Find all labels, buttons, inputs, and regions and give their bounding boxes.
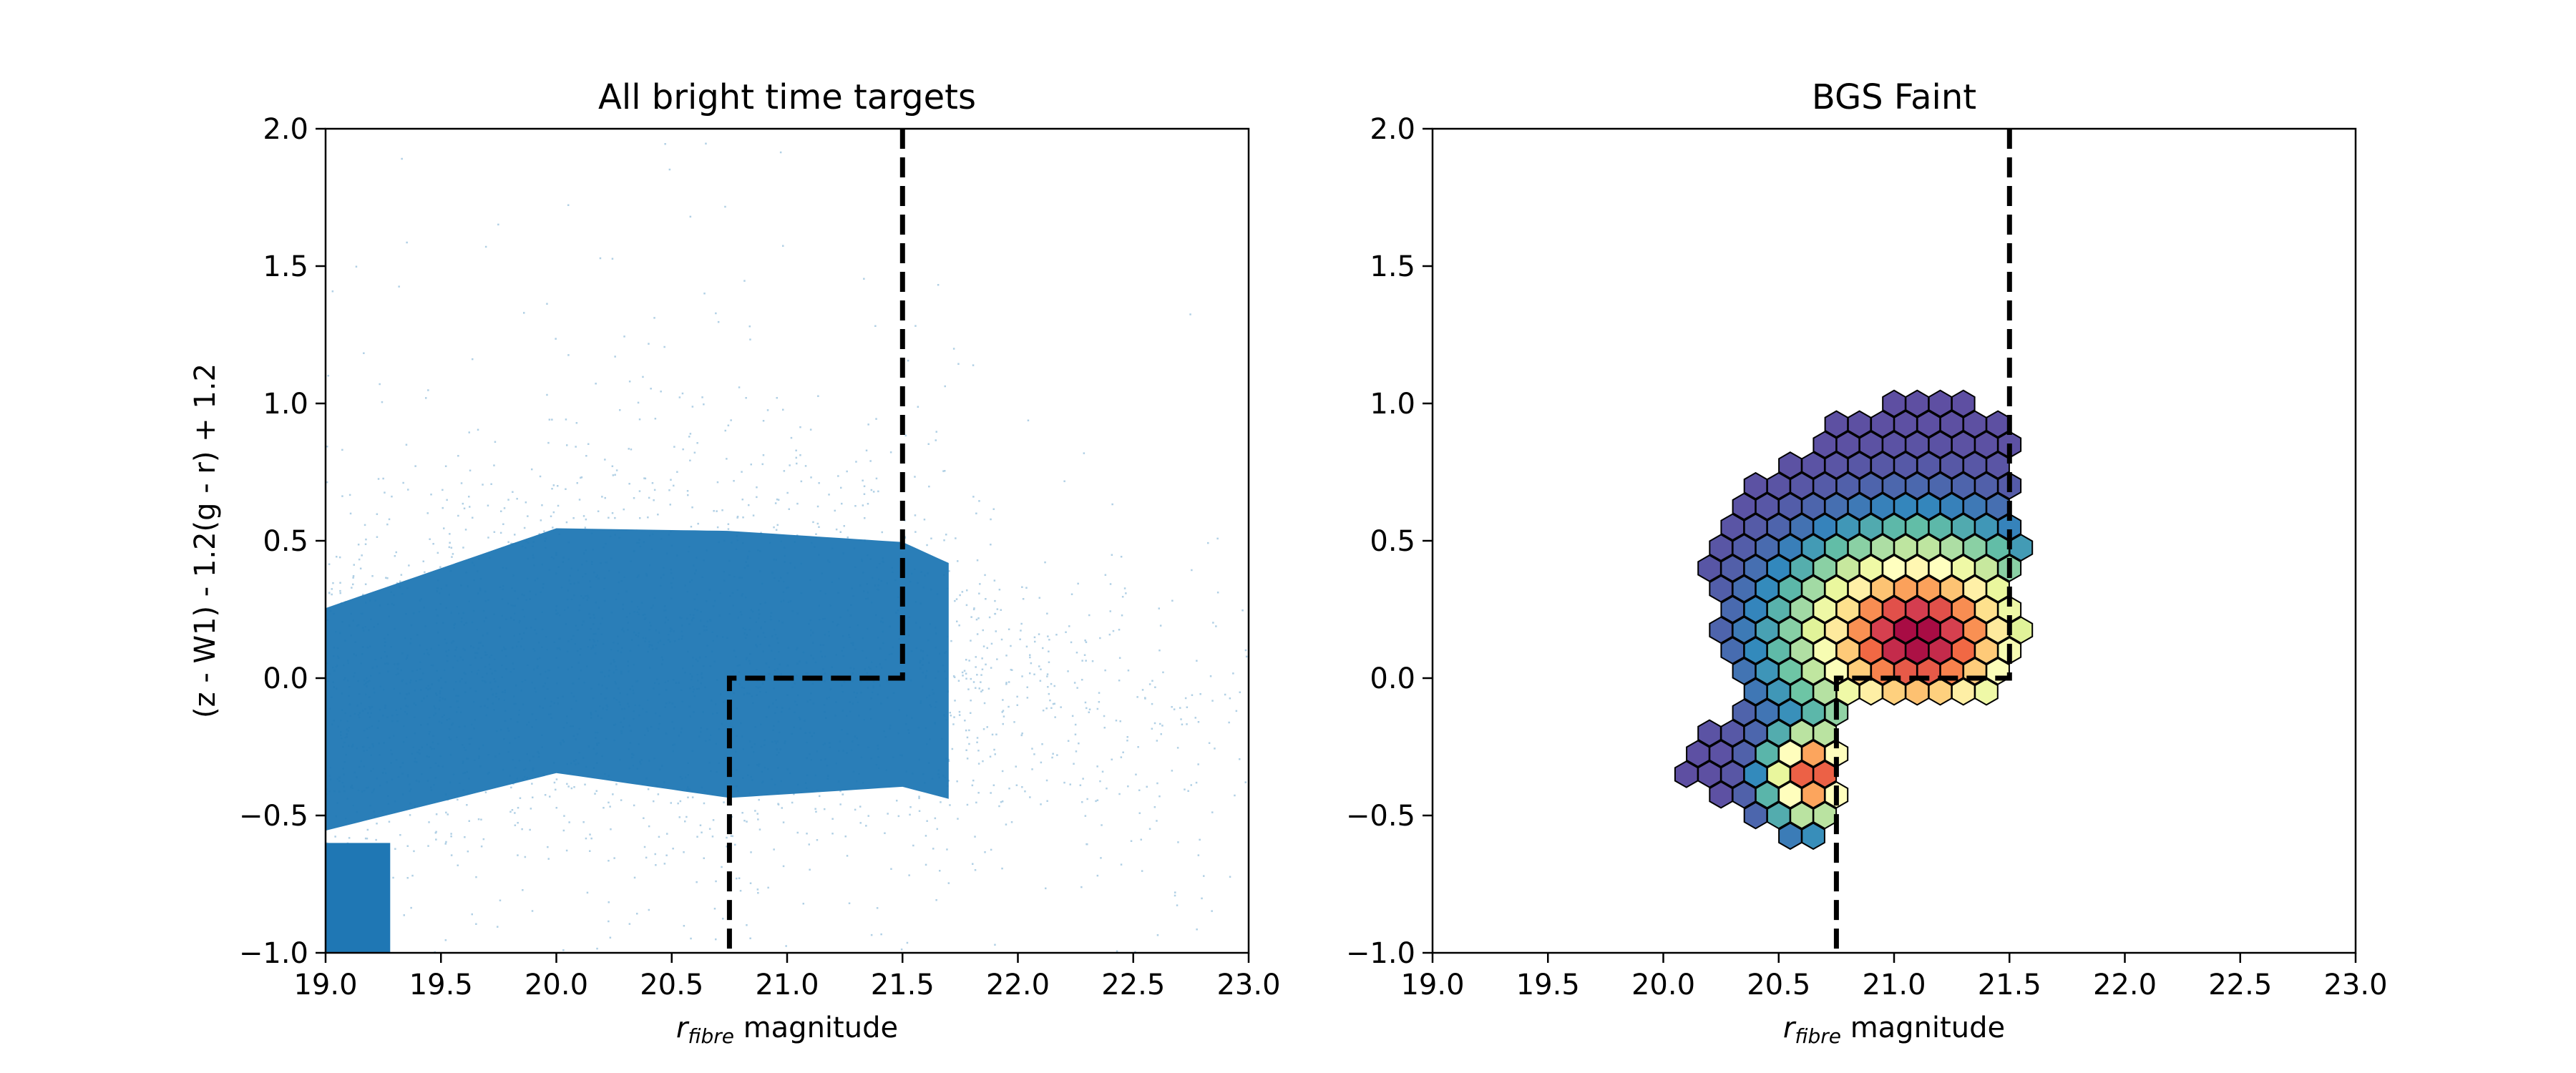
hexbin-cell (1813, 801, 1838, 830)
x-tick-label: 20.0 (1631, 969, 1695, 1001)
y-tick-label: 0.5 (263, 525, 308, 558)
x-tick-label: 19.5 (409, 969, 473, 1001)
hexbin-cell (1905, 677, 1930, 706)
y-axis: −1.0 −0.5 0.0 0.5 1.0 1.5 2.0 (239, 113, 326, 970)
y-tick-label: −1.0 (239, 937, 308, 970)
panel-title: BGS Faint (1812, 77, 1976, 117)
y-tick-label: −1.0 (1346, 937, 1415, 970)
x-tick-label: 21.0 (755, 969, 819, 1001)
y-tick-label: 0.0 (263, 662, 308, 695)
y-tick-label: 1.0 (263, 388, 308, 421)
hexbin-cell (1778, 822, 1802, 851)
scatter-saturated-block (326, 843, 391, 953)
x-tick-label: 22.5 (1101, 969, 1165, 1001)
panel-title: All bright time targets (598, 77, 976, 117)
x-axis-label: rfibre magnitude (1783, 1011, 2005, 1048)
scatter-density-core (326, 528, 949, 831)
x-tick-label: 21.5 (1978, 969, 2041, 1001)
selection-boundary (726, 129, 905, 953)
scatter-point-cloud (326, 142, 1249, 953)
hexbin-cell (1674, 760, 1699, 788)
hexbin-cell (1951, 389, 1976, 418)
hexbin-cell (1882, 677, 1906, 706)
x-tick-label: 22.0 (2093, 969, 2157, 1001)
hexbin-cell (1813, 719, 1838, 748)
x-tick-label: 19.0 (293, 969, 357, 1001)
y-tick-label: 0.5 (1370, 525, 1415, 558)
x-axis: 19.0 19.5 20.0 20.5 21.0 21.5 22.0 22.5 23.0 (293, 953, 1281, 1001)
hexbin-cell (1858, 677, 1883, 706)
y-tick-label: 1.5 (263, 250, 308, 283)
x-tick-label: 20.5 (1747, 969, 1810, 1001)
selection-boundary (1833, 129, 2012, 953)
y-tick-label: 2.0 (263, 113, 308, 146)
scatter-panel: All bright time targets 19.0 19.5 20.0 20.5… (189, 77, 1281, 1048)
hexbin-cell (1974, 677, 1999, 706)
x-tick-label: 21.0 (1862, 969, 1926, 1001)
y-tick-label: −0.5 (1346, 800, 1415, 833)
hexbin-cell (1709, 780, 1733, 809)
scatter-points (326, 142, 1249, 953)
hexbin-cell (1928, 677, 1953, 706)
x-axis-label: rfibre magnitude (676, 1011, 898, 1048)
x-tick-label: 19.0 (1400, 969, 1464, 1001)
x-tick-label: 20.5 (640, 969, 703, 1001)
x-tick-label: 23.0 (2323, 969, 2387, 1001)
x-tick-label: 23.0 (1216, 969, 1280, 1001)
hexbin-cell (1801, 822, 1825, 851)
y-axis-label: (z - W1) - 1.2(g - r) + 1.2 (189, 363, 222, 718)
y-tick-label: −0.5 (239, 800, 308, 833)
x-tick-label: 22.5 (2208, 969, 2272, 1001)
x-tick-label: 21.5 (871, 969, 935, 1001)
hexbin-cell (1986, 492, 2010, 521)
x-tick-label: 19.5 (1516, 969, 1580, 1001)
y-tick-label: 1.0 (1370, 388, 1415, 421)
hexbin-cell (1951, 677, 1976, 706)
y-axis: −1.0 −0.5 0.0 0.5 1.0 1.5 2.0 (1346, 113, 1433, 970)
hexbin-cell (1743, 801, 1768, 830)
hexbin-cells (1674, 389, 2034, 851)
x-tick-label: 22.0 (986, 969, 1050, 1001)
hexbin-cell (1986, 574, 2010, 603)
x-axis: 19.0 19.5 20.0 20.5 21.0 21.5 22.0 22.5 23.0 (1400, 953, 2388, 1001)
y-tick-label: 0.0 (1370, 662, 1415, 695)
y-tick-label: 1.5 (1370, 250, 1415, 283)
x-tick-label: 20.0 (525, 969, 588, 1001)
y-tick-label: 2.0 (1370, 113, 1415, 146)
hexbin-panel: BGS Faint 19.0 19.5 20.0 20.5 21.0 21.5 22.0 22… (1346, 77, 2388, 1048)
